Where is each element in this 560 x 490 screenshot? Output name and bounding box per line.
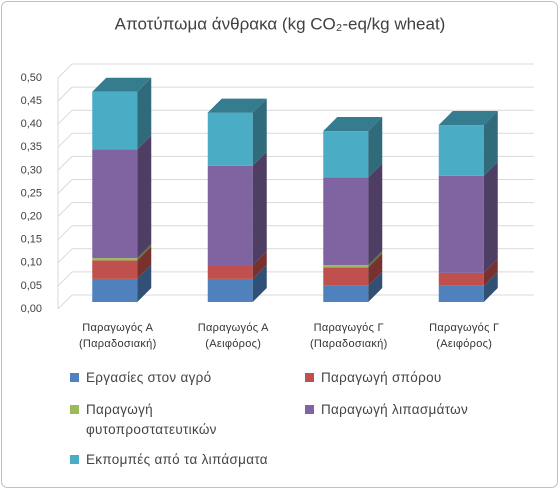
- grid-line: [57, 179, 73, 194]
- y-tick-label: 0,45: [21, 95, 42, 107]
- legend-label: Παραγωγή λιπασμάτων: [321, 402, 469, 417]
- y-tick-label: 0,00: [21, 303, 42, 315]
- bar-segment: [323, 131, 369, 178]
- y-tick-label: 0,15: [21, 234, 42, 246]
- x-tick-label: Παραγωγός Γ (Παραδοσιακή): [309, 322, 388, 350]
- bar-segment-side: [483, 271, 498, 302]
- chart-title: Αποτύπωμα άνθρακα (kg CO₂-eq/kg wheat): [115, 14, 446, 33]
- bar-segment: [323, 265, 369, 268]
- y-tick-label: 0,35: [21, 141, 42, 153]
- bar-segment-side: [252, 264, 267, 302]
- bar-segment-side: [483, 111, 498, 176]
- bar-segment: [92, 278, 138, 302]
- bar-segment-side: [252, 251, 267, 279]
- bar-segment: [323, 285, 369, 302]
- grid-line: [57, 109, 73, 125]
- bar-segment: [207, 165, 253, 266]
- bar-top: [207, 98, 267, 113]
- grid-line: [57, 156, 73, 171]
- y-tick-label: 0,50: [21, 72, 42, 84]
- grid-line: [57, 202, 73, 217]
- y-tick-label: 0,10: [21, 257, 42, 269]
- y-tick-label: 0,30: [21, 164, 42, 176]
- grid-line: [57, 132, 73, 148]
- legend-swatch: [70, 405, 79, 414]
- bar-segment-side: [368, 117, 383, 178]
- bar-top: [438, 111, 498, 126]
- legend-swatch: [305, 373, 314, 382]
- legend-item: Παραγωγή σπόρου: [305, 368, 521, 388]
- x-tick-label: Παραγωγός Α (Αειφόρος): [197, 322, 269, 350]
- grid-line: [57, 63, 73, 79]
- bar-segment: [323, 267, 369, 286]
- grid-line: [57, 271, 73, 287]
- bar-segment: [323, 177, 369, 266]
- y-tick-label: 0,25: [21, 187, 42, 199]
- grid-line: [57, 294, 73, 310]
- legend-item: Παραγωγή λιπασμάτων: [305, 400, 521, 420]
- bar-top: [92, 77, 152, 92]
- bar-segment-side: [137, 135, 152, 259]
- legend-swatch: [305, 405, 314, 414]
- legend-item: Εργασίες στον αγρό: [70, 368, 286, 388]
- bar-segment-side: [368, 251, 383, 268]
- grid-line: [57, 248, 73, 264]
- x-tick-label: Παραγωγός Α (Παραδοσιακή): [78, 322, 157, 350]
- y-tick-label: 0,20: [21, 211, 42, 223]
- bar-segment: [438, 125, 484, 176]
- bar-segment: [92, 149, 138, 259]
- bar-segment-side: [137, 264, 152, 302]
- y-tick-label: 0,40: [21, 118, 42, 130]
- grid-line: [57, 225, 73, 241]
- x-tick-label: Παραγωγός Γ (Αειφόρος): [429, 322, 500, 350]
- bar-segment-side: [137, 246, 152, 279]
- bar-segment-side: [483, 161, 498, 273]
- legend-swatch: [70, 373, 79, 382]
- bar-segment-side: [137, 77, 152, 150]
- bar-segment-side: [368, 253, 383, 286]
- bar-top: [323, 117, 383, 132]
- bar-segment: [92, 91, 138, 150]
- bar-segment: [438, 175, 484, 273]
- legend-label: Παραγωγή φυτοπροστατευτικών: [86, 402, 217, 437]
- bar-segment-side: [252, 151, 267, 266]
- bar-segment: [207, 265, 253, 279]
- bar-segment-side: [368, 163, 383, 266]
- legend-label: Παραγωγή σπόρου: [321, 370, 442, 385]
- legend-label: Εργασίες στον αγρό: [86, 370, 212, 385]
- legend-label: Εκπομπές από τα λιπάσματα: [86, 452, 268, 467]
- bar-segment-side: [252, 98, 267, 166]
- bar-segment-side: [483, 258, 498, 286]
- y-tick-label: 0,05: [21, 280, 42, 292]
- legend-item: Παραγωγή φυτοπροστατευτικών: [70, 400, 236, 440]
- bar-segment-side: [368, 271, 383, 302]
- legend-swatch: [70, 455, 79, 464]
- legend-item: Εκπομπές από τα λιπάσματα: [70, 450, 286, 470]
- bar-segment: [207, 112, 253, 166]
- bar-segment-side: [137, 244, 152, 261]
- grid-line: [57, 86, 73, 102]
- bar-segment: [92, 260, 138, 279]
- bar-segment: [92, 258, 138, 261]
- bar-segment: [438, 285, 484, 302]
- bar-segment: [207, 278, 253, 302]
- bar-segment: [438, 272, 484, 286]
